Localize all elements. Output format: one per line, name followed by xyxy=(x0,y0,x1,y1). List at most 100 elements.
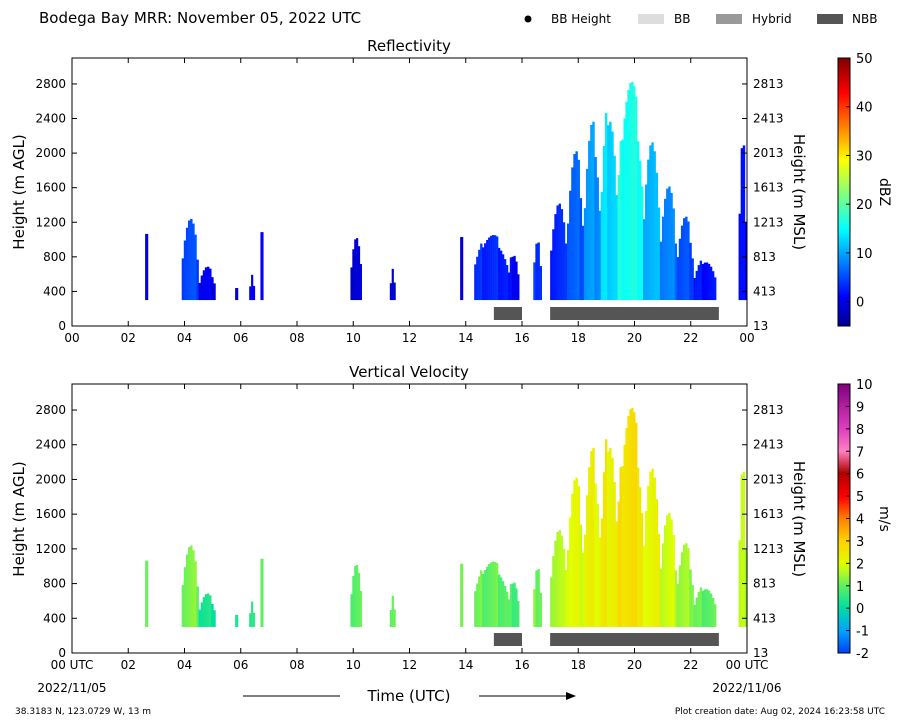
velocity-nbb-bar xyxy=(493,633,522,646)
velocity-echo-column xyxy=(645,510,648,627)
reflectivity-nbb-bar xyxy=(550,307,719,320)
velocity-echo-column xyxy=(613,482,616,627)
reflectivity-echo-column xyxy=(190,218,193,301)
velocity-echo-column xyxy=(611,457,614,627)
velocity-echo-column xyxy=(145,560,149,627)
hybrid-legend-label: Hybrid xyxy=(752,12,792,26)
reflectivity-echo-segment xyxy=(249,274,256,301)
velocity-echo-column xyxy=(260,558,264,627)
reflectivity-echo-column xyxy=(196,259,199,301)
reflectivity-echo-column xyxy=(631,81,634,301)
velocity-echo-column xyxy=(505,591,509,627)
reflectivity-echo-column xyxy=(488,237,491,301)
reflectivity-x-tick-label: 02 xyxy=(121,331,136,345)
velocity-echo-marks xyxy=(145,407,748,627)
velocity-echo-column xyxy=(535,570,538,627)
reflectivity-echo-column xyxy=(252,285,256,301)
reflectivity-echo-column xyxy=(539,266,542,301)
velocity-colorbar-tick-label: 6 xyxy=(856,468,864,483)
velocity-echo-column xyxy=(573,480,576,627)
reflectivity-echo-column xyxy=(647,159,650,301)
velocity-x-tick-label: 00 UTC xyxy=(726,658,769,672)
velocity-y-tick-label-right: 1213 xyxy=(753,542,784,556)
velocity-echo-column xyxy=(496,563,499,627)
velocity-y-tick-label: 400 xyxy=(43,611,66,625)
reflectivity-echo-column xyxy=(623,118,626,301)
reflectivity-echo-column xyxy=(738,213,741,301)
reflectivity-y-tick-label: 0 xyxy=(58,319,66,333)
velocity-y-tick-label-right: 2413 xyxy=(753,438,784,452)
velocity-echo-column xyxy=(209,595,212,627)
reflectivity-echo-column xyxy=(204,267,208,301)
velocity-echo-column xyxy=(683,544,686,627)
velocity-echo-column xyxy=(639,487,642,627)
bb-height-legend-dot xyxy=(524,15,532,23)
reflectivity-echo-segment xyxy=(260,232,264,301)
reflectivity-echo-column xyxy=(556,205,559,301)
velocity-x-tick-label: 06 xyxy=(233,658,248,672)
velocity-x-tick-label: 02 xyxy=(121,658,136,672)
reflectivity-echo-column xyxy=(668,186,671,301)
reflectivity-echo-segment xyxy=(507,255,520,301)
reflectivity-echo-column xyxy=(192,223,195,301)
reflectivity-echo-column xyxy=(661,216,665,301)
velocity-echo-column xyxy=(509,584,512,627)
reflectivity-echo-segment xyxy=(533,242,542,301)
velocity-x-tick-label: 22 xyxy=(683,658,698,672)
start-date-label: 2022/11/05 xyxy=(37,681,106,695)
velocity-y-tick-label-right: 813 xyxy=(753,577,776,591)
reflectivity-echo-column xyxy=(359,264,362,301)
velocity-echo-segment xyxy=(460,563,464,627)
velocity-x-tick-label: 14 xyxy=(458,658,473,672)
velocity-echo-column xyxy=(474,591,477,627)
velocity-echo-column xyxy=(484,569,487,627)
reflectivity-echo-column xyxy=(207,266,210,301)
reflectivity-echo-column xyxy=(573,154,576,301)
reflectivity-echo-column xyxy=(592,121,595,301)
velocity-echo-column xyxy=(668,512,671,627)
velocity-echo-column xyxy=(647,486,650,627)
reflectivity-echo-column xyxy=(509,257,512,301)
reflectivity-echo-column xyxy=(695,270,698,301)
location-label: 38.3183 N, 123.0729 W, 13 m xyxy=(15,707,151,717)
velocity-echo-column xyxy=(533,589,536,627)
reflectivity-echo-column xyxy=(560,209,564,301)
velocity-echo-column xyxy=(625,427,628,627)
velocity-y-tick-label: 0 xyxy=(58,646,66,660)
velocity-echo-column xyxy=(687,548,690,627)
reflectivity-y-tick-label: 2400 xyxy=(35,112,66,126)
velocity-echo-column xyxy=(562,548,566,627)
reflectivity-colorbar-tick-label: 10 xyxy=(856,247,873,262)
bb-legend-label: BB xyxy=(674,12,690,26)
reflectivity-echo-column xyxy=(480,243,483,301)
reflectivity-y-tick-label-right: 2013 xyxy=(753,146,784,160)
velocity-echo-column xyxy=(213,610,216,627)
reflectivity-echo-column xyxy=(350,267,353,301)
velocity-colorbar-label: m/s xyxy=(876,506,892,532)
reflectivity-echo-column xyxy=(492,235,495,301)
time-arrow-head xyxy=(566,692,576,700)
velocity-y-tick-label-right: 2813 xyxy=(753,403,784,417)
reflectivity-echo-column xyxy=(604,113,608,301)
reflectivity-x-tick-label: 18 xyxy=(571,331,586,345)
reflectivity-echo-column xyxy=(496,236,499,301)
velocity-echo-column xyxy=(619,467,622,627)
velocity-echo-column xyxy=(501,581,505,627)
velocity-echo-column xyxy=(507,599,511,627)
velocity-echo-column xyxy=(629,409,632,627)
velocity-colorbar-ticks: -2 -1 0 1 2 3 4 5 6 7 8 9 10 xyxy=(846,378,873,662)
reflectivity-echo-column xyxy=(651,142,654,301)
reflectivity-colorbar xyxy=(837,57,851,327)
velocity-echo-column xyxy=(569,517,572,627)
velocity-echo-column xyxy=(657,534,661,627)
reflectivity-title: Reflectivity xyxy=(367,37,451,55)
reflectivity-echo-column xyxy=(683,218,686,301)
velocity-echo-column xyxy=(194,561,197,627)
velocity-echo-column xyxy=(693,604,696,627)
reflectivity-echo-column xyxy=(657,207,661,301)
reflectivity-echo-column xyxy=(537,242,540,301)
reflectivity-echo-column xyxy=(474,264,477,301)
reflectivity-echo-column xyxy=(484,243,487,301)
velocity-echo-segment xyxy=(181,545,199,627)
velocity-echo-segment xyxy=(474,561,509,627)
